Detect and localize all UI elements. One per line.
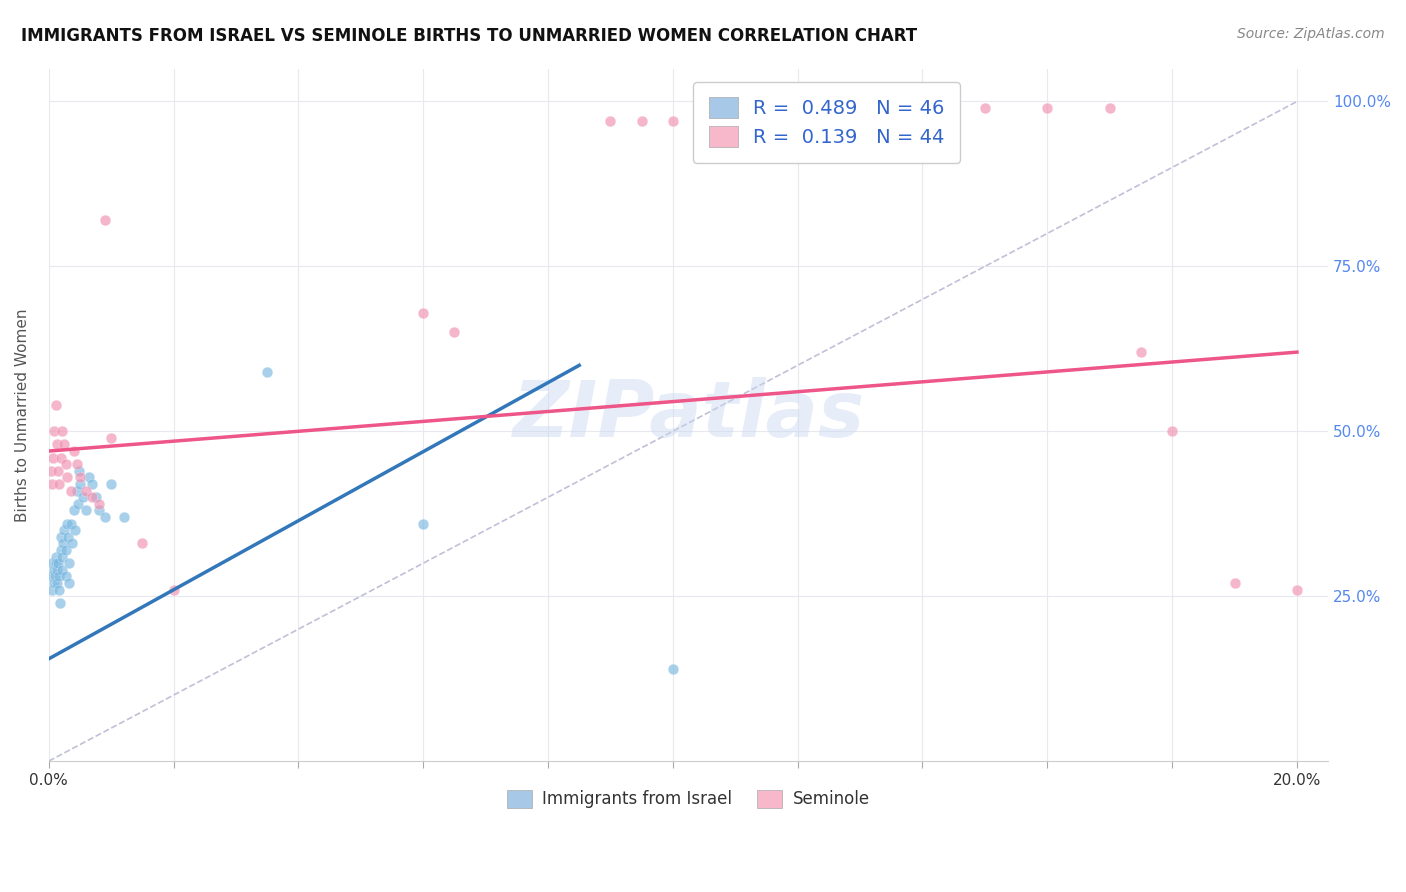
Point xyxy=(53,523,76,537)
Point xyxy=(63,523,86,537)
Point xyxy=(1098,101,1121,115)
Point xyxy=(45,556,67,570)
Point xyxy=(44,569,66,583)
Point xyxy=(55,569,77,583)
Point xyxy=(45,398,67,412)
Text: ZIPatlas: ZIPatlas xyxy=(512,376,865,453)
Point xyxy=(599,114,621,128)
Legend: Immigrants from Israel, Seminole: Immigrants from Israel, Seminole xyxy=(501,783,876,815)
Point xyxy=(56,530,79,544)
Point xyxy=(42,563,65,577)
Point xyxy=(412,516,434,531)
Point xyxy=(67,464,90,478)
Point xyxy=(66,483,89,498)
Point xyxy=(45,576,67,591)
Point xyxy=(49,596,72,610)
Point xyxy=(162,582,184,597)
Point xyxy=(46,556,69,570)
Point xyxy=(1223,576,1246,591)
Point xyxy=(55,457,77,471)
Point xyxy=(56,470,79,484)
Point xyxy=(79,470,101,484)
Point xyxy=(58,556,80,570)
Point xyxy=(1161,425,1184,439)
Point xyxy=(49,543,72,558)
Point xyxy=(911,101,934,115)
Point xyxy=(87,497,110,511)
Point xyxy=(56,516,79,531)
Point xyxy=(662,662,685,676)
Point xyxy=(942,101,965,115)
Point xyxy=(39,464,62,478)
Point xyxy=(67,497,90,511)
Point xyxy=(100,431,122,445)
Point xyxy=(62,444,84,458)
Point xyxy=(42,450,65,465)
Point xyxy=(51,563,73,577)
Point xyxy=(44,425,66,439)
Point xyxy=(75,483,97,498)
Point xyxy=(84,490,107,504)
Point xyxy=(44,576,66,591)
Point xyxy=(1129,345,1152,359)
Point xyxy=(51,549,73,564)
Point xyxy=(1285,582,1308,597)
Point xyxy=(62,536,84,550)
Point xyxy=(662,114,685,128)
Point xyxy=(58,576,80,591)
Point xyxy=(755,101,778,115)
Point xyxy=(41,582,63,597)
Y-axis label: Births to Unmarried Women: Births to Unmarried Women xyxy=(15,308,30,522)
Point xyxy=(849,101,872,115)
Point xyxy=(62,503,84,517)
Point xyxy=(72,490,94,504)
Point xyxy=(39,569,62,583)
Point xyxy=(59,483,82,498)
Point xyxy=(87,503,110,517)
Point xyxy=(46,563,69,577)
Point xyxy=(69,470,91,484)
Point xyxy=(443,326,465,340)
Point xyxy=(82,490,104,504)
Point xyxy=(256,365,278,379)
Point xyxy=(49,450,72,465)
Point xyxy=(94,510,117,524)
Point xyxy=(100,477,122,491)
Point xyxy=(53,437,76,451)
Point xyxy=(412,305,434,319)
Point xyxy=(59,516,82,531)
Point xyxy=(724,101,747,115)
Point xyxy=(818,101,841,115)
Point xyxy=(46,464,69,478)
Point xyxy=(786,101,808,115)
Point xyxy=(94,213,117,227)
Point xyxy=(82,477,104,491)
Point xyxy=(51,425,73,439)
Point xyxy=(45,437,67,451)
Point xyxy=(45,549,67,564)
Point xyxy=(48,569,70,583)
Point xyxy=(48,477,70,491)
Point xyxy=(41,556,63,570)
Point xyxy=(55,543,77,558)
Text: Source: ZipAtlas.com: Source: ZipAtlas.com xyxy=(1237,27,1385,41)
Point xyxy=(112,510,135,524)
Point xyxy=(52,536,75,550)
Point xyxy=(693,114,716,128)
Point xyxy=(1036,101,1059,115)
Point xyxy=(75,503,97,517)
Point xyxy=(66,457,89,471)
Point xyxy=(131,536,153,550)
Text: IMMIGRANTS FROM ISRAEL VS SEMINOLE BIRTHS TO UNMARRIED WOMEN CORRELATION CHART: IMMIGRANTS FROM ISRAEL VS SEMINOLE BIRTH… xyxy=(21,27,917,45)
Point xyxy=(48,582,70,597)
Point xyxy=(630,114,652,128)
Point xyxy=(973,101,995,115)
Point xyxy=(51,530,73,544)
Point xyxy=(69,477,91,491)
Point xyxy=(41,477,63,491)
